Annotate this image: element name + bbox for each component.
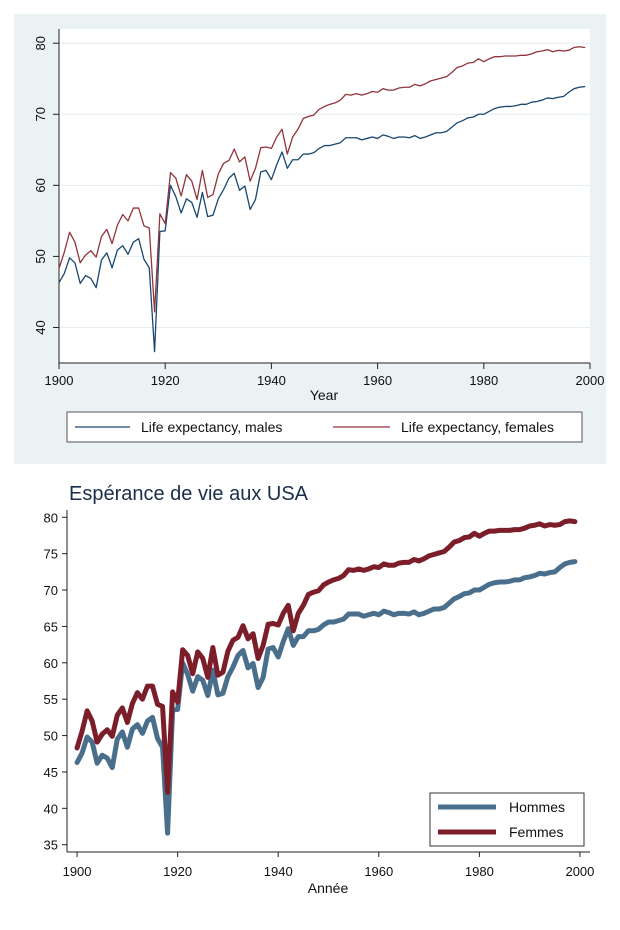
chart1-legend-label-females: Life expectancy, females bbox=[401, 419, 554, 435]
chart1-gridlines bbox=[59, 42, 590, 328]
chart2-x-tick-label: 1900 bbox=[63, 864, 92, 879]
chart2-series-line-males bbox=[74, 559, 578, 836]
chart2-y-tick-label: 55 bbox=[44, 692, 58, 707]
chart2-y-tick-label: 75 bbox=[44, 547, 58, 562]
chart1-series-line-females bbox=[58, 46, 586, 313]
chart1-series-group bbox=[58, 46, 586, 353]
chart2-x-tick-label: 1960 bbox=[364, 864, 393, 879]
chart1-x-tick-label: 1900 bbox=[45, 373, 74, 388]
chart2-legend-label-hommes: Hommes bbox=[509, 799, 565, 815]
chart2-series-group bbox=[74, 518, 578, 836]
chart2-legend-label-femmes: Femmes bbox=[509, 824, 563, 840]
chart1-y-tick-label: 40 bbox=[33, 320, 48, 334]
chart2-legend-box bbox=[429, 792, 585, 847]
chart1-y-tick-label: 50 bbox=[33, 249, 48, 263]
chart1-y-tick-label: 80 bbox=[33, 36, 48, 50]
chart1-series-line-males bbox=[58, 85, 586, 353]
chart1-x-tick-label: 1960 bbox=[363, 373, 392, 388]
chart2-x-tick-label: 2000 bbox=[565, 864, 594, 879]
chart2-x-axis-title: Année bbox=[308, 880, 349, 896]
chart2-x-tick-label: 1940 bbox=[264, 864, 293, 879]
chart1-y-tick-label: 70 bbox=[33, 107, 48, 121]
chart2-y-tick-label: 35 bbox=[44, 838, 58, 853]
chart1-x-tick-label: 1980 bbox=[469, 373, 498, 388]
chart1-x-axis-title: Year bbox=[310, 387, 339, 403]
chart1-legend: Life expectancy, males Life expectancy, … bbox=[66, 411, 583, 443]
chart2-x-tick-label: 1920 bbox=[163, 864, 192, 879]
chart2-y-tick-label: 65 bbox=[44, 619, 58, 634]
chart1-y-tick-label: 60 bbox=[33, 178, 48, 192]
chart2-legend: Hommes Femmes bbox=[429, 792, 585, 847]
chart1-legend-box bbox=[66, 411, 583, 443]
chart1-x-tick-label: 1920 bbox=[151, 373, 180, 388]
chart1-axes: 1900 1920 1940 1960 1980 2000 40 50 60 70 80 bbox=[33, 29, 604, 388]
chart2-y-tick-label: 50 bbox=[44, 729, 58, 744]
chart2-y-tick-label: 45 bbox=[44, 765, 58, 780]
chart2-series-line-females bbox=[74, 518, 578, 795]
chart2-y-tick-label: 40 bbox=[44, 801, 58, 816]
chart1-x-tick-label: 2000 bbox=[576, 373, 605, 388]
chart2-y-tick-label: 70 bbox=[44, 583, 58, 598]
chart1-plot-area bbox=[59, 29, 590, 363]
chart1-legend-label-males: Life expectancy, males bbox=[141, 419, 282, 435]
chart2-title: Espérance de vie aux USA bbox=[69, 483, 309, 505]
chart2-y-tick-label: 60 bbox=[44, 656, 58, 671]
chart1-x-tick-label: 1940 bbox=[257, 373, 286, 388]
chart2-axes: 1900 1920 1940 1960 1980 2000 35 40 45 50 55 60 65 70… bbox=[44, 510, 594, 879]
chart2-y-tick-label: 80 bbox=[44, 510, 58, 525]
chart2-x-tick-label: 1980 bbox=[465, 864, 494, 879]
